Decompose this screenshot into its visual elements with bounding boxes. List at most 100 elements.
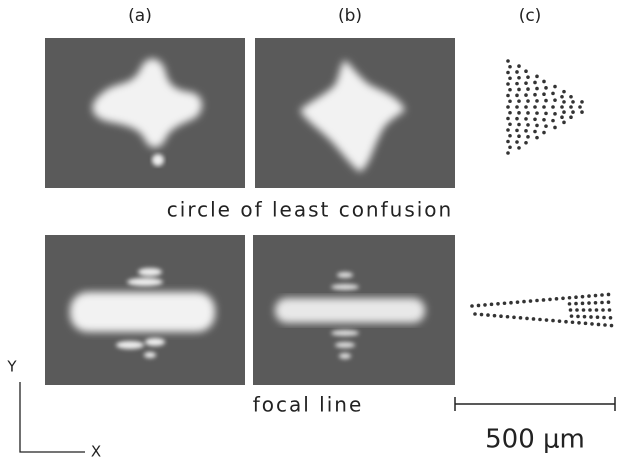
ray-dot <box>517 64 521 68</box>
ray-dot <box>542 131 546 135</box>
ray-dot <box>569 105 573 109</box>
ray-dot <box>608 308 612 312</box>
ray-dot <box>517 99 521 103</box>
ray-dot <box>526 111 530 115</box>
ray-dot <box>508 145 512 149</box>
panel-label: (a) <box>128 6 152 26</box>
scale-label: 500 μm <box>485 425 585 455</box>
ray-dot <box>506 128 510 132</box>
ray-dot <box>526 135 530 139</box>
ray-dot <box>553 98 557 102</box>
ray-dot <box>553 112 557 116</box>
ray-dot <box>480 313 484 317</box>
ray-dot <box>590 322 594 326</box>
ray-dot <box>496 302 500 306</box>
ray-dot <box>490 303 494 307</box>
ray-dot <box>562 110 566 114</box>
ray-dot <box>548 298 552 302</box>
ray-dot <box>470 304 474 308</box>
ray-dot <box>600 301 604 305</box>
ray-dot <box>571 100 575 104</box>
ray-dot <box>508 65 512 69</box>
ray-dot <box>553 126 557 130</box>
ray-dot <box>515 117 519 121</box>
ray-dot <box>519 316 523 320</box>
ray-dot <box>535 299 539 303</box>
ray-dot <box>515 129 519 133</box>
ray-dot <box>561 297 565 301</box>
ray-dot <box>516 300 520 304</box>
ray-dot <box>524 93 528 97</box>
ray-dot <box>562 90 566 94</box>
axis-label: X <box>91 443 101 461</box>
ray-dot <box>581 302 585 306</box>
ray-dot <box>569 95 573 99</box>
ray-dot <box>571 320 575 324</box>
ray-dot <box>533 93 537 97</box>
ray-dot <box>542 298 546 302</box>
light-spot <box>70 292 215 332</box>
ray-dot <box>551 105 555 109</box>
ray-dot <box>524 81 528 85</box>
ray-dot <box>542 80 546 84</box>
ray-dot <box>535 111 539 115</box>
ray-dot <box>477 304 481 308</box>
ray-dot <box>553 85 557 89</box>
ray-dot <box>562 121 566 125</box>
ray-dot <box>515 70 519 74</box>
ray-dot <box>529 299 533 303</box>
ray-dot <box>506 94 510 98</box>
ray-dot <box>526 75 530 79</box>
ray-dot <box>515 94 519 98</box>
ray-dot <box>533 130 537 134</box>
ray-dot <box>602 316 606 320</box>
ray-dot <box>595 308 599 312</box>
ray-dot <box>589 315 593 319</box>
ray-dot <box>524 141 528 145</box>
ray-dot <box>583 315 587 319</box>
ray-dot <box>560 105 564 109</box>
ray-dot <box>564 320 568 324</box>
ray-dot <box>542 105 546 109</box>
ray-dot <box>533 81 537 85</box>
ray-dot <box>473 312 477 316</box>
ray-dot <box>524 117 528 121</box>
ray-dot <box>555 297 559 301</box>
ray-dot <box>526 99 530 103</box>
ray-dot <box>542 118 546 122</box>
ray-dot <box>517 111 521 115</box>
ray-dot <box>538 318 542 322</box>
ray-dot <box>562 100 566 104</box>
ray-dot <box>568 296 572 300</box>
ray-dot <box>509 301 513 305</box>
ray-dot <box>582 308 586 312</box>
ray-dot <box>506 71 510 75</box>
axis-label: Y <box>6 358 17 376</box>
ray-dot <box>581 295 585 299</box>
ray-dot <box>524 105 528 109</box>
ray-dot <box>569 115 573 119</box>
ray-dot <box>576 315 580 319</box>
ray-dot <box>560 115 564 119</box>
scale-bar <box>455 397 615 411</box>
ray-dot <box>517 76 521 80</box>
ray-dot <box>535 87 539 91</box>
ray-dot <box>597 323 601 327</box>
ray-dot <box>508 134 512 138</box>
ray-dot <box>486 313 490 317</box>
ray-dot <box>508 99 512 103</box>
light-spot <box>152 154 164 166</box>
ray-dot <box>574 302 578 306</box>
ray-dot <box>526 123 530 127</box>
ray-dot <box>535 75 539 79</box>
ray-dot <box>493 314 497 318</box>
ray-dot <box>506 82 510 86</box>
light-spot <box>275 298 425 323</box>
ray-dot <box>609 316 613 320</box>
ray-dot <box>607 300 611 304</box>
ray-dot <box>600 293 604 297</box>
ray-dot <box>524 129 528 133</box>
ray-dot <box>551 92 555 96</box>
ray-dot <box>544 112 548 116</box>
ray-dot <box>515 140 519 144</box>
